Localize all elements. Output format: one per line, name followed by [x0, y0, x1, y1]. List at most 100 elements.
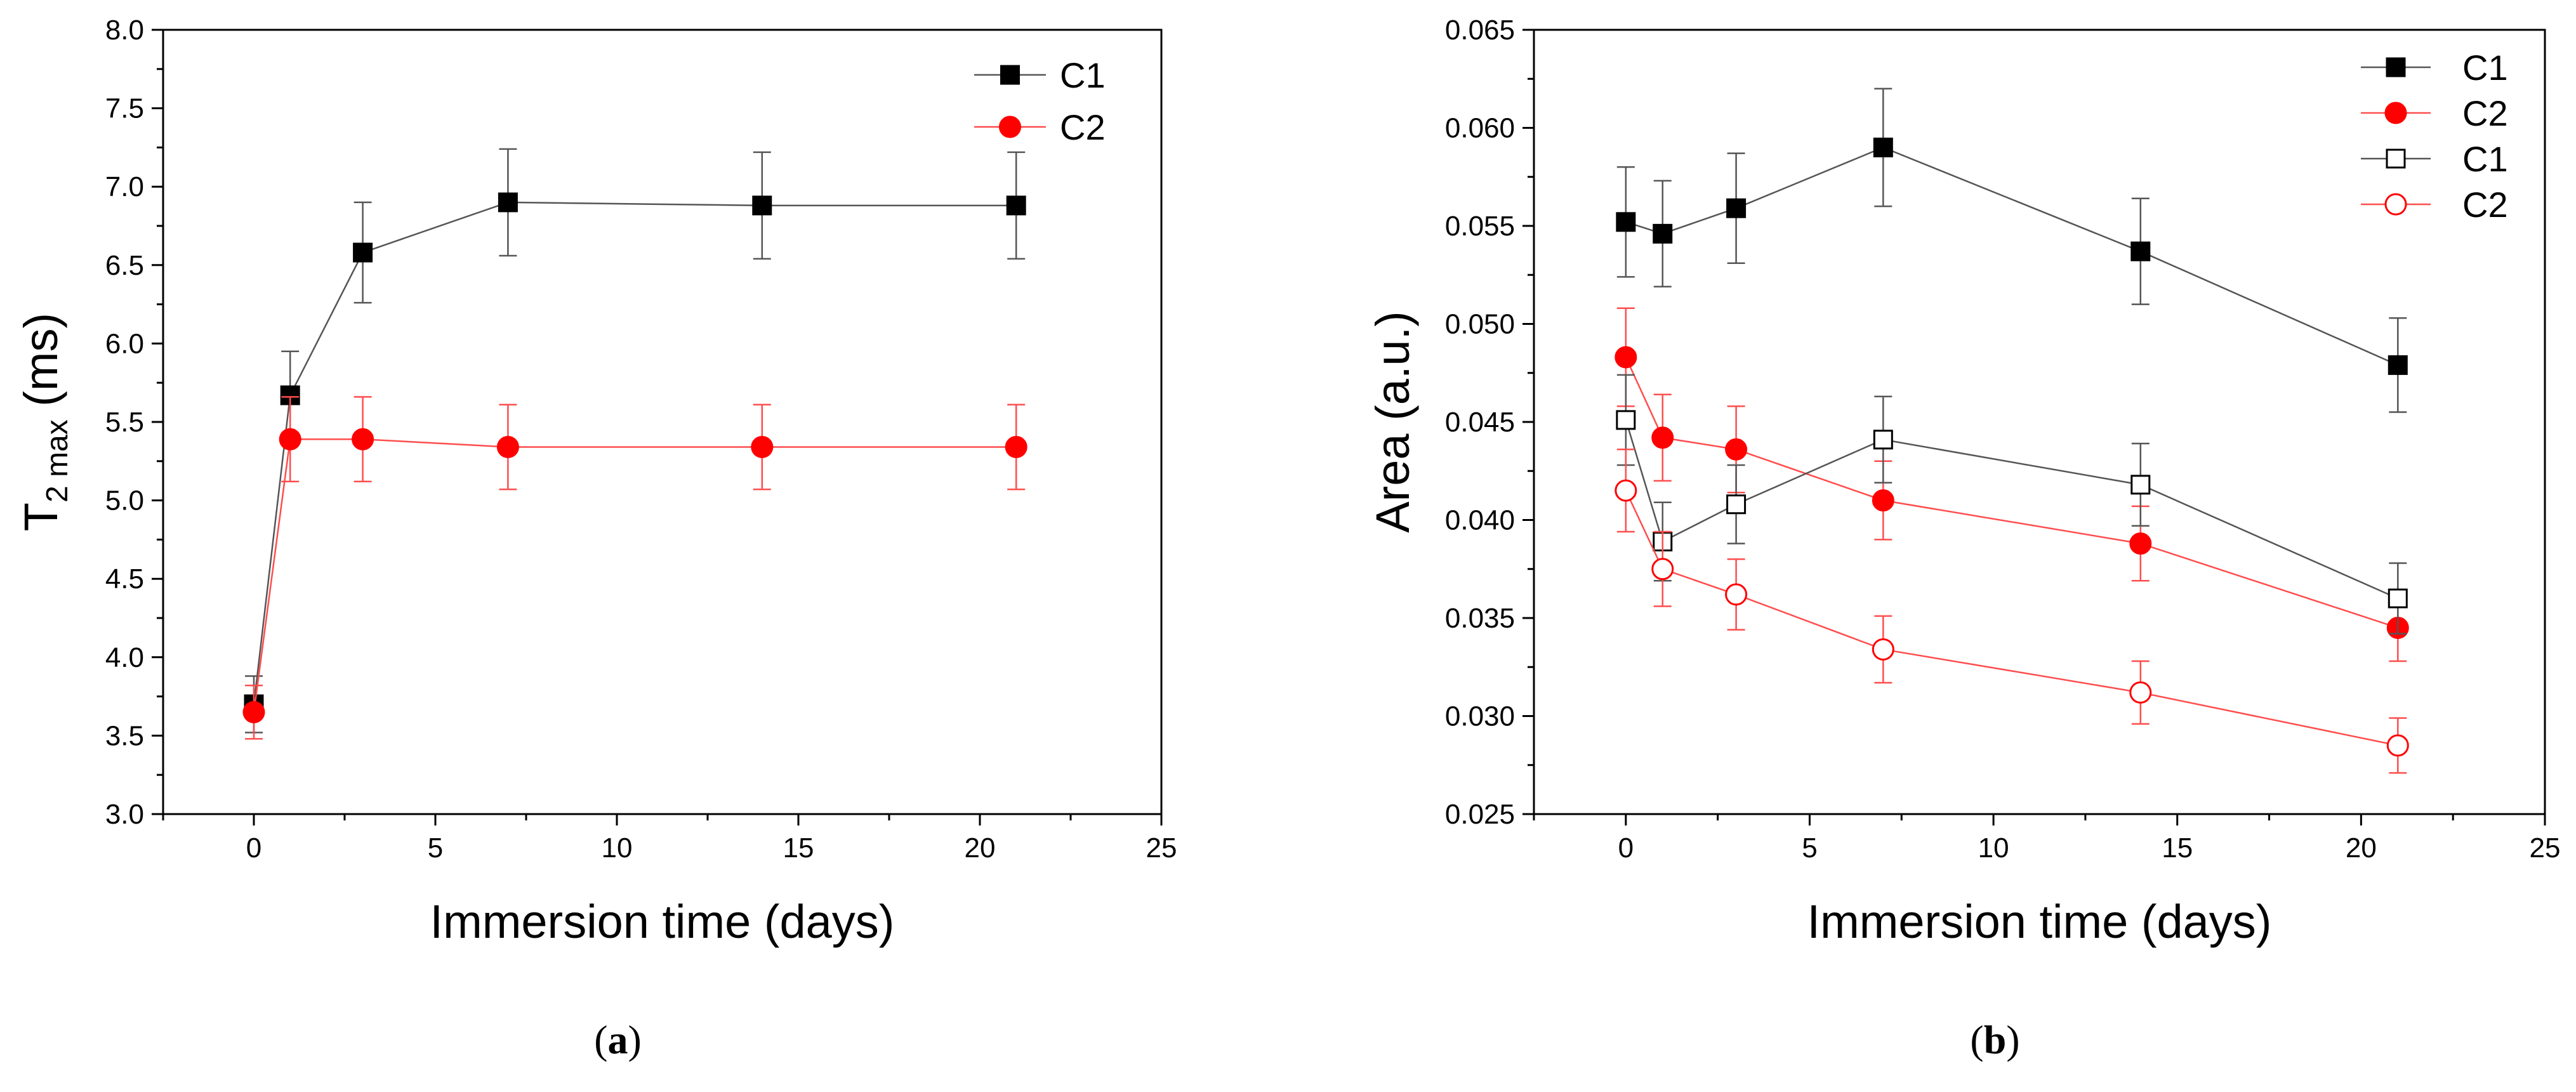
data-point	[1006, 195, 1026, 216]
data-point	[1725, 583, 1748, 606]
data-point	[1615, 346, 1637, 369]
data-point	[1726, 494, 1747, 515]
data-point	[2130, 475, 2151, 495]
panel-caption: (a)	[594, 1017, 642, 1062]
series-line	[1625, 147, 2398, 366]
x-tick-label: 15	[2162, 832, 2193, 864]
y-tick-label: 0.050	[1445, 309, 1515, 340]
y-axis-title-main: Area (a.u.)	[1366, 311, 1419, 533]
y-tick-label: 0.045	[1445, 407, 1515, 438]
y-tick-label: 0.025	[1445, 799, 1515, 830]
y-axis-title-sub: 2 max	[41, 419, 74, 503]
legend-label: C1	[1060, 55, 1106, 95]
y-axis-title: Area (a.u.)	[1366, 311, 1419, 533]
caption-open: (	[1970, 1017, 1983, 1062]
caption-letter: b	[1984, 1017, 2007, 1062]
legend-label: C2	[1060, 107, 1106, 147]
series-line	[1625, 357, 2398, 629]
data-point	[1651, 558, 1674, 581]
legend-marker	[2384, 102, 2407, 124]
data-point	[1616, 410, 1636, 430]
y-tick-label: 6.5	[105, 250, 144, 281]
data-point	[2130, 241, 2151, 261]
y-tick-label: 5.0	[105, 485, 144, 516]
y-tick-label: 4.0	[105, 642, 144, 673]
data-point	[353, 242, 373, 263]
series-1	[1616, 88, 2408, 413]
legend-marker	[2386, 148, 2406, 169]
y-tick-label: 0.060	[1445, 113, 1515, 144]
legend-entry: C1	[2361, 48, 2508, 88]
x-tick-label: 25	[1146, 832, 1177, 864]
y-axis-title-main: T	[15, 503, 67, 531]
legend-label: C2	[2462, 93, 2508, 133]
y-tick-label: 0.040	[1445, 505, 1515, 536]
legend-entry: C2	[2361, 93, 2508, 133]
legend-marker	[1000, 65, 1020, 85]
legend-marker	[2384, 193, 2407, 216]
caption-close: )	[2006, 1017, 2019, 1062]
caption-open: (	[594, 1017, 607, 1062]
data-point	[1005, 436, 1027, 459]
plot-frame	[1533, 29, 2546, 815]
panel-b: 0 5 10 15 20 25 0.025 0.030 0.035 0.040 0.045 0.050…	[1366, 15, 2560, 1062]
data-point	[1726, 198, 1747, 218]
panel-a: 0 5 10 15 20 25 3.0 3.5 4.0 4.5 5.0 5.5 6.0 6.5 7.0 7.5…	[15, 15, 1177, 1062]
y-tick-label: 0.055	[1445, 211, 1515, 242]
y-tick-label: 0.030	[1445, 701, 1515, 732]
y-tick-label: 0.035	[1445, 603, 1515, 634]
data-point	[1873, 430, 1893, 450]
data-point	[2129, 532, 2152, 555]
data-point	[1725, 438, 1748, 461]
y-tick-label: 8.0	[105, 15, 144, 46]
legend-label: C2	[2462, 185, 2508, 225]
series-line	[1625, 490, 2398, 747]
legend-marker	[2386, 57, 2406, 77]
x-tick-label: 10	[602, 832, 633, 864]
x-tick-label: 10	[1978, 832, 2009, 864]
legend-marker	[999, 115, 1021, 138]
y-tick-label: 3.0	[105, 799, 144, 830]
series-4	[1615, 449, 2409, 774]
data-point	[1651, 426, 1674, 449]
series-2	[1615, 307, 2409, 662]
y-tick-label: 5.5	[105, 407, 144, 438]
y-tick-label: 7.0	[105, 171, 144, 202]
legend-entry: C1	[2361, 139, 2508, 179]
data-point	[496, 436, 519, 459]
data-point	[2388, 588, 2408, 608]
x-axis-title: Immersion time (days)	[430, 895, 895, 948]
y-axis-title-unit: (ms)	[15, 313, 67, 420]
caption-close: )	[628, 1017, 642, 1062]
caption-letter: a	[608, 1017, 628, 1062]
x-tick-label: 0	[246, 832, 261, 864]
data-point	[279, 428, 301, 451]
series-line	[253, 438, 1017, 713]
data-point	[352, 428, 374, 451]
data-point	[751, 436, 774, 459]
series-line	[1625, 419, 2398, 600]
data-point	[1873, 137, 1893, 157]
x-tick-label: 5	[428, 832, 443, 864]
x-tick-label: 5	[1802, 832, 1817, 864]
x-tick-label: 0	[1618, 832, 1634, 864]
x-tick-label: 25	[2530, 832, 2561, 864]
y-tick-label: 3.5	[105, 720, 144, 751]
legend-label: C1	[2462, 139, 2508, 179]
data-point	[1872, 638, 1894, 661]
data-point	[1616, 212, 1636, 232]
y-tick-label: 4.5	[105, 563, 144, 595]
data-point	[752, 195, 772, 216]
data-point	[2129, 681, 2152, 704]
data-point	[2386, 734, 2409, 757]
data-point	[242, 701, 265, 723]
data-point	[1615, 479, 1637, 502]
plot-frame	[162, 29, 1163, 815]
y-tick-label: 0.065	[1445, 15, 1515, 46]
x-tick-label: 15	[783, 832, 814, 864]
x-tick-label: 20	[965, 832, 996, 864]
x-axis-title: Immersion time (days)	[1807, 895, 2272, 948]
y-tick-label: 6.0	[105, 328, 144, 359]
x-tick-label: 20	[2346, 832, 2377, 864]
